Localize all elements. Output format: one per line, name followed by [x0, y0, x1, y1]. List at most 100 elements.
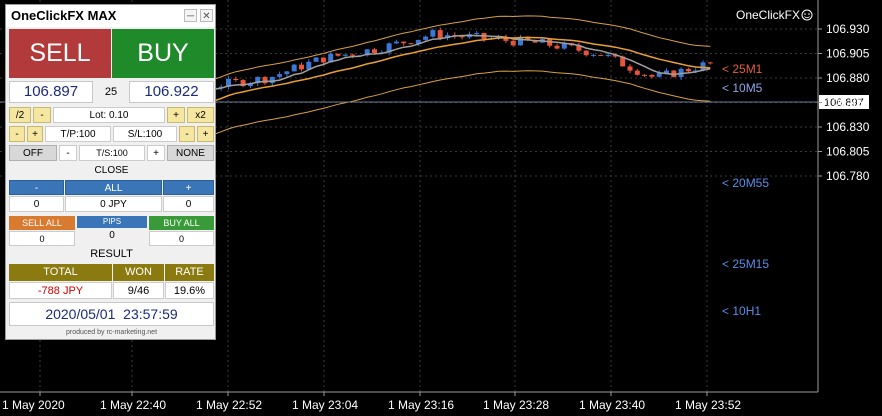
- candle-bull: [430, 30, 436, 37]
- ma-label: < 25M15: [722, 257, 769, 271]
- rate-value: 19.6%: [165, 282, 214, 299]
- pips-value: 0: [109, 230, 115, 241]
- time-label: 1 May 23:16: [388, 398, 454, 412]
- lot-minus-button[interactable]: -: [33, 107, 51, 123]
- candle-bull: [342, 54, 348, 56]
- sell-all-button[interactable]: SELL ALL: [9, 216, 75, 230]
- ts-none-button[interactable]: NONE: [167, 145, 214, 161]
- time-label: 1 May 22:52: [196, 398, 262, 412]
- smiley-icon-mouth: [804, 16, 810, 19]
- candle-bear: [437, 30, 443, 39]
- panel-titlebar: OneClickFX MAX ─ ✕: [6, 5, 215, 27]
- candle-bear: [598, 54, 604, 56]
- tp-minus-button[interactable]: -: [9, 126, 25, 142]
- oneclickfx-panel: OneClickFX MAX ─ ✕ SELL BUY 106.897 25 1…: [5, 4, 216, 340]
- lot-field[interactable]: Lot: 0.10: [53, 107, 165, 123]
- result-section-label: RESULT: [90, 248, 133, 260]
- tp-plus-button[interactable]: +: [27, 126, 43, 142]
- candle-bear: [649, 74, 655, 77]
- candle-bull: [386, 43, 392, 53]
- ts-off-button[interactable]: OFF: [9, 145, 57, 161]
- close-plus-value: 0: [163, 196, 214, 212]
- buy-button[interactable]: BUY: [112, 29, 214, 78]
- candle-bear: [627, 66, 633, 71]
- candle-bear: [233, 78, 239, 81]
- candle-bear: [408, 43, 414, 45]
- server-datetime: 2020/05/01 23:57:59: [9, 302, 214, 326]
- oneclickfx-corner-label: OneClickFX: [736, 8, 800, 22]
- candle-bull: [474, 32, 480, 35]
- ts-field[interactable]: T/S:100: [79, 145, 145, 161]
- candle-bear: [459, 36, 465, 38]
- bid-price: 106.897: [9, 81, 93, 103]
- ma-label: < 25M1: [722, 62, 763, 76]
- time-label: 1 May 23:04: [292, 398, 358, 412]
- candle-bear: [707, 62, 713, 64]
- candle-bull: [277, 74, 283, 77]
- candle-bull: [693, 70, 699, 72]
- close-minus-value: 0: [9, 196, 64, 212]
- candle-bull: [313, 57, 319, 62]
- lot-plus-button[interactable]: +: [167, 107, 185, 123]
- price-label: 106.880: [826, 71, 870, 85]
- smiley-icon-eye-left: [804, 13, 806, 15]
- sell-button[interactable]: SELL: [9, 29, 111, 78]
- smiley-icon: [801, 9, 813, 21]
- ma-label: < 10M5: [722, 81, 763, 95]
- tp-field[interactable]: T/P:100: [45, 126, 111, 142]
- candle-bull: [415, 39, 421, 44]
- candle-bear: [583, 50, 589, 56]
- ask-price: 106.922: [129, 81, 214, 103]
- candle-bear: [642, 74, 648, 76]
- close-button[interactable]: ✕: [200, 9, 213, 22]
- candle-bear: [299, 64, 304, 70]
- price-label: 106.905: [826, 47, 870, 61]
- pips-label: PIPS: [77, 216, 147, 228]
- ts-plus-button[interactable]: +: [147, 145, 165, 161]
- candle-bull: [700, 62, 706, 71]
- candle-bull: [423, 36, 429, 40]
- candle-bear: [372, 49, 377, 54]
- close-all-button[interactable]: ALL: [65, 180, 162, 195]
- candle-bear: [240, 80, 246, 87]
- candle-bear: [634, 70, 640, 75]
- close-minus-button[interactable]: -: [9, 180, 64, 195]
- candle-bull: [364, 49, 370, 56]
- sl-field[interactable]: S/L:100: [113, 126, 177, 142]
- rate-header: RATE: [165, 264, 214, 281]
- price-label: 106.805: [826, 145, 870, 159]
- candle-bull: [393, 41, 399, 44]
- ma-labels: < 25M1 < 10M5 < 20M55 < 25M15 < 10H1: [722, 62, 769, 318]
- candle-bull: [664, 70, 669, 74]
- server-date: 2020/05/01: [45, 306, 116, 322]
- sl-plus-button[interactable]: +: [197, 126, 214, 142]
- minimize-button[interactable]: ─: [184, 9, 197, 22]
- lot-double-button[interactable]: x2: [187, 107, 214, 123]
- candle-bear: [612, 54, 618, 57]
- candle-bull: [656, 73, 662, 77]
- sl-minus-button[interactable]: -: [179, 126, 195, 142]
- price-label: 106.930: [826, 22, 870, 36]
- candle-bear: [320, 57, 326, 63]
- candle-bear: [525, 36, 531, 41]
- candle-bull: [328, 53, 334, 63]
- candle-bull: [591, 54, 596, 56]
- price-label: 106.830: [826, 120, 870, 134]
- candle-bull: [247, 83, 253, 87]
- total-value: -788 JPY: [9, 282, 112, 299]
- close-section-label: CLOSE: [94, 165, 129, 176]
- buy-all-button[interactable]: BUY ALL: [149, 216, 214, 230]
- candle-bear: [503, 37, 509, 41]
- ts-minus-button[interactable]: -: [59, 145, 77, 161]
- time-label: 1 May 23:28: [483, 398, 549, 412]
- close-plus-button[interactable]: +: [163, 180, 214, 195]
- lot-halve-button[interactable]: /2: [9, 107, 31, 123]
- footer-credit: produced by rc-marketing.net: [65, 329, 158, 336]
- time-label: 1 May 23:40: [579, 398, 645, 412]
- current-price-box: [819, 95, 869, 109]
- candle-bear: [401, 41, 407, 44]
- candle-bull: [306, 61, 312, 70]
- candle-bull: [284, 71, 290, 75]
- panel-title: OneClickFX MAX: [11, 8, 117, 23]
- time-label: 1 May 22:40: [100, 398, 166, 412]
